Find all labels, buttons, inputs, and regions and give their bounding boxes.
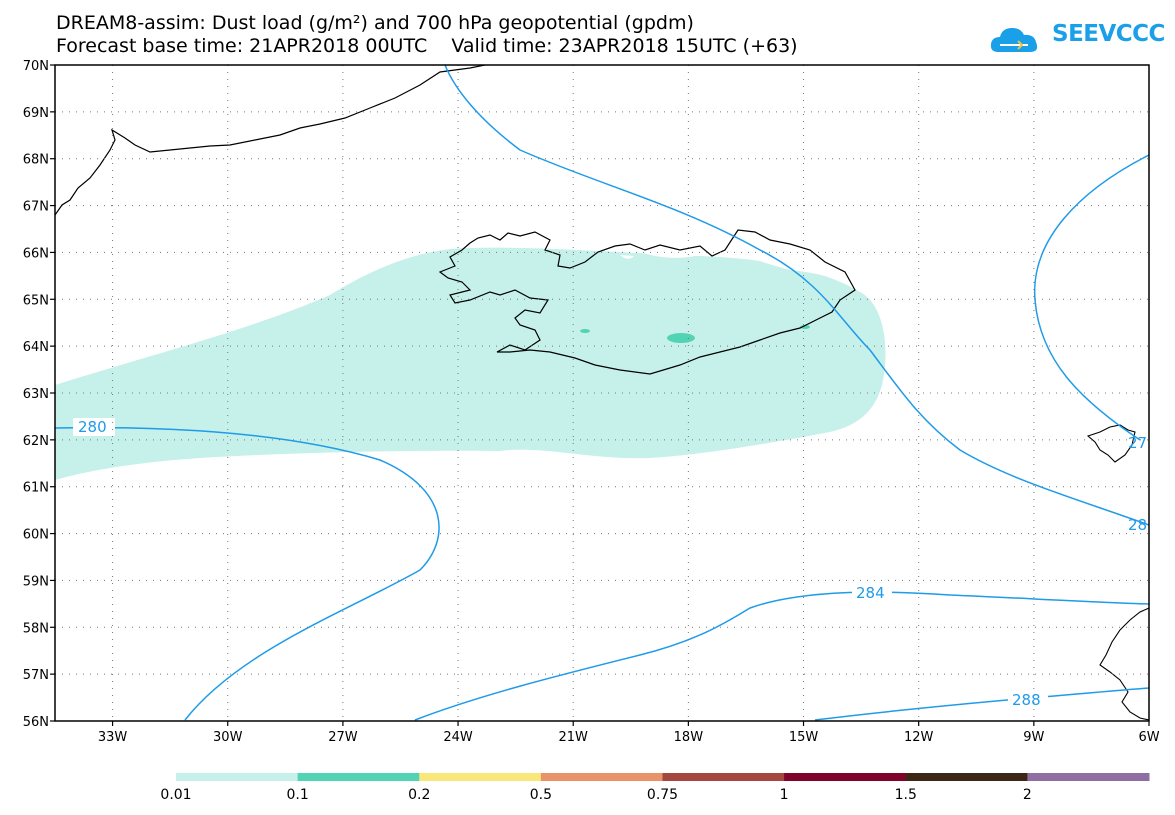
colorbar-swatch bbox=[662, 773, 785, 781]
colorbar: 0.01 0.1 0.2 0.5 0.75 1 1.5 2 bbox=[160, 773, 1150, 803]
lat-label: 61N bbox=[23, 481, 49, 496]
lat-label: 64N bbox=[23, 340, 49, 355]
lat-label: 66N bbox=[23, 246, 49, 261]
lat-label: 63N bbox=[23, 387, 49, 402]
colorbar-swatch bbox=[540, 773, 663, 781]
lon-label: 24W bbox=[443, 730, 473, 745]
lat-label: 68N bbox=[23, 153, 49, 168]
geopotential-contours bbox=[55, 65, 1149, 721]
title-line-2: Forecast base time: 21APR2018 00UTC Vali… bbox=[56, 35, 798, 57]
contour-labels: 280 284 288 27 28 bbox=[73, 418, 1147, 709]
graticule-grid bbox=[55, 65, 1149, 721]
title-line-1: DREAM8-assim: Dust load (g/m²) and 700 h… bbox=[56, 12, 694, 34]
iceland-coastline bbox=[438, 229, 856, 375]
colorbar-swatch bbox=[905, 773, 1028, 781]
lon-label: 30W bbox=[213, 730, 243, 745]
lat-label: 69N bbox=[23, 106, 49, 121]
lat-label: 65N bbox=[23, 293, 49, 308]
logo-text: SEEVCCC bbox=[1052, 21, 1165, 47]
lat-label: 57N bbox=[23, 668, 49, 683]
colorbar-label: 0.5 bbox=[530, 787, 552, 803]
colorbar-label: 2 bbox=[1023, 787, 1032, 803]
colorbar-swatch bbox=[176, 773, 299, 781]
lat-label: 58N bbox=[23, 621, 49, 636]
lon-label: 21W bbox=[559, 730, 589, 745]
lon-label: 27W bbox=[328, 730, 358, 745]
lon-label: 18W bbox=[674, 730, 704, 745]
contour-label-280: 280 bbox=[78, 418, 107, 436]
colorbar-label: 0.01 bbox=[160, 787, 191, 803]
lat-label: 62N bbox=[23, 434, 49, 449]
colorbar-swatch bbox=[784, 773, 907, 781]
colorbar-label: 1.5 bbox=[895, 787, 917, 803]
colorbar-label: 1 bbox=[780, 787, 789, 803]
colorbar-swatch bbox=[1027, 773, 1150, 781]
colorbar-swatch bbox=[297, 773, 420, 781]
contour-label-284: 284 bbox=[856, 584, 885, 602]
lon-label: 12W bbox=[904, 730, 934, 745]
lat-label: 56N bbox=[23, 715, 49, 730]
colorbar-label: 0.1 bbox=[286, 787, 308, 803]
colorbar-label: 0.2 bbox=[408, 787, 430, 803]
lat-label: 70N bbox=[23, 59, 49, 74]
lon-label: 9W bbox=[1023, 730, 1044, 745]
lon-label: 33W bbox=[98, 730, 128, 745]
contour-label-288: 288 bbox=[1012, 691, 1041, 709]
dust-load-area bbox=[55, 247, 886, 480]
contour-label-27: 27 bbox=[1128, 434, 1147, 452]
dust-core bbox=[667, 333, 695, 343]
lat-label: 67N bbox=[23, 200, 49, 215]
contour-label-28: 28 bbox=[1128, 516, 1147, 534]
faroe-coastline bbox=[1086, 424, 1136, 463]
lon-label: 6W bbox=[1138, 730, 1159, 745]
lat-label: 60N bbox=[23, 528, 49, 543]
lon-label: 15W bbox=[789, 730, 819, 745]
scotland-coastline bbox=[1099, 607, 1149, 721]
colorbar-swatch bbox=[419, 773, 542, 781]
greenland-coastline bbox=[55, 65, 489, 216]
cloud-icon bbox=[990, 28, 1038, 52]
colorbar-label: 0.75 bbox=[647, 787, 678, 803]
lat-label: 59N bbox=[23, 574, 49, 589]
